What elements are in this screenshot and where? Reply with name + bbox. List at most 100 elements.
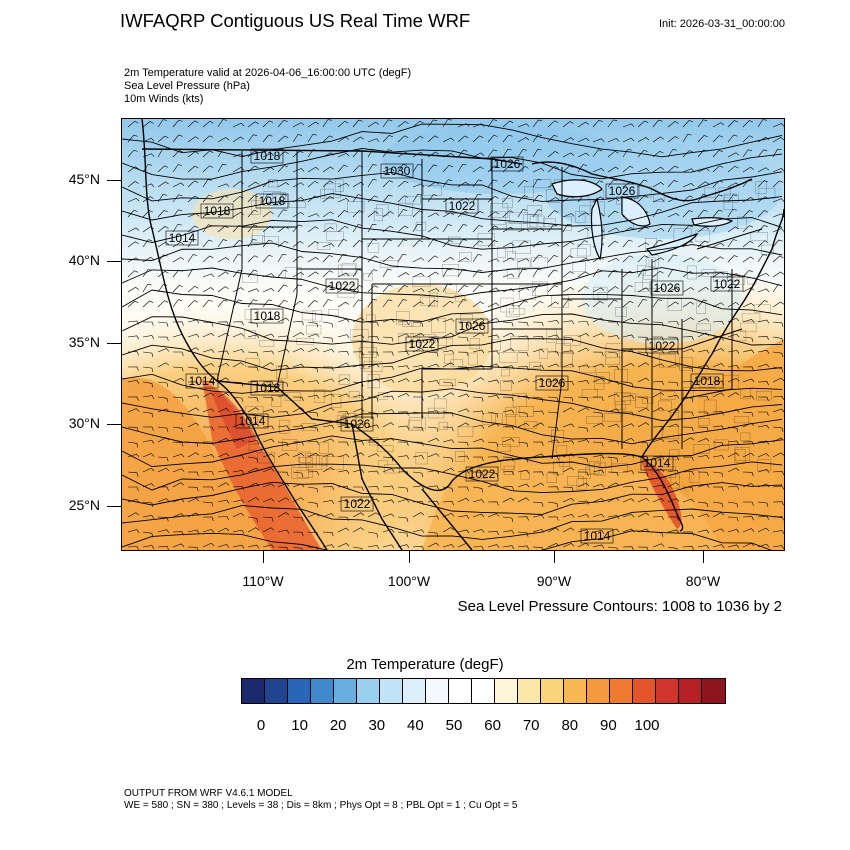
county-boundary [500,380,512,391]
wind-barb [757,319,770,324]
wind-barb [232,396,244,402]
wind-barb [592,149,603,158]
county-boundary [460,314,473,321]
wind-barb [142,153,155,158]
wind-barb [442,439,455,444]
wind-barb [352,498,365,503]
county-boundary [524,421,538,429]
county-boundary [490,211,506,225]
wind-barb [442,467,455,473]
wind-barb [682,348,695,353]
wind-barb [172,482,185,488]
county-boundary [442,264,459,277]
pressure-label-box [165,230,199,246]
wind-barb [202,299,213,308]
wind-barb [277,135,289,143]
wind-barb [397,299,407,308]
wind-barb [698,411,709,416]
wind-barb [277,381,289,387]
wind-barb [697,240,709,248]
wind-barb [142,514,155,519]
wind-barb [652,287,665,293]
county-boundary [506,305,520,318]
wind-barb [607,269,618,278]
wind-barb [457,497,470,503]
wind-barb [427,380,440,385]
wind-barb [292,348,305,353]
wind-barb [532,227,545,233]
wind-barb [292,363,305,368]
wind-barb [742,422,755,428]
wind-barb [712,122,725,128]
wind-barb [412,120,424,128]
wind-barb [712,512,725,518]
wind-barb [712,286,724,293]
wind-barb [772,545,784,550]
wind-barb [742,471,754,477]
wind-barb [727,452,740,458]
wind-barb [592,422,605,428]
wind-barb [577,164,588,173]
wind-barb [757,381,769,386]
county-boundary [431,336,447,351]
wind-barb [367,498,380,503]
wind-barb [262,333,275,338]
wind-barb [292,272,305,278]
wind-barb [772,228,784,233]
wind-barb [457,257,470,263]
wind-barb [457,486,469,491]
wind-barb [622,485,635,490]
wind-barb [562,336,574,342]
wind-barb [652,349,665,354]
wind-barb [292,134,302,143]
wind-barb [772,530,784,534]
wind-barb [562,486,574,492]
wind-barb [757,149,768,158]
wind-barb [487,258,500,263]
wind-barb [172,164,183,173]
wind-barb [667,516,679,521]
wind-barb [652,426,664,431]
wind-barb [637,242,650,248]
wind-barb [667,321,679,326]
colorbar-swatch [357,679,380,703]
wind-barb [157,437,170,443]
wind-barb [127,335,140,340]
wind-barb [247,497,260,503]
wind-barb [502,545,515,550]
wind-barb [217,321,229,326]
county-boundary [603,413,621,422]
wind-barb [697,181,709,188]
wind-barb [172,366,184,372]
county-boundary [444,354,454,364]
wind-barb [172,209,183,218]
wind-barb [142,531,154,538]
wind-barb [652,543,665,548]
pressure-label-box [235,413,269,429]
county-boundary [373,208,383,222]
wind-barb [142,226,154,233]
wind-barb [667,482,680,488]
colorbar-swatch [380,679,403,703]
wind-barb [682,120,694,128]
wind-barb [442,544,455,548]
wind-barb [232,544,245,549]
county-boundary [301,423,316,431]
county-boundary [324,183,341,198]
wind-barb [203,426,214,431]
wind-barb [442,512,455,518]
wind-barb [157,529,170,534]
county-boundary [502,198,513,209]
wind-barb [382,167,395,173]
county-boundary [505,407,517,417]
wind-barb [532,268,542,278]
wind-barb [622,334,635,339]
lat-label-35n: 35°N [68,334,100,350]
wind-barb [592,441,604,447]
lat-tick [107,506,121,507]
pressure-label: 1022 [344,497,371,511]
wind-barb [547,426,559,432]
colorbar-swatch [656,679,679,703]
wind-barb [397,321,409,326]
wind-barb [652,119,663,128]
